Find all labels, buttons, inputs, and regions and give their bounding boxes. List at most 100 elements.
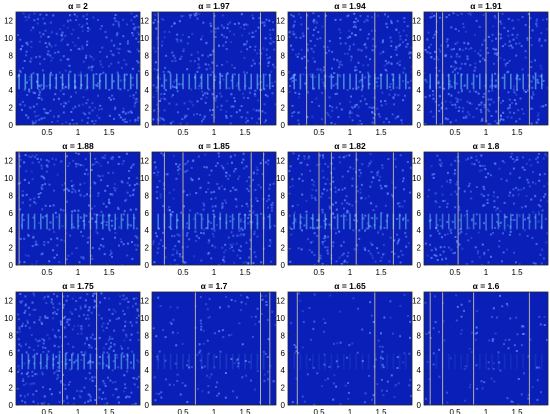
noise-cell xyxy=(23,384,25,386)
band-column xyxy=(262,73,265,90)
noise-cell xyxy=(206,374,209,377)
noise-cell xyxy=(538,315,541,318)
noise-cell xyxy=(108,198,110,201)
noise-cell xyxy=(158,242,161,245)
noise-cell xyxy=(500,178,503,180)
noise-cell xyxy=(324,236,327,239)
noise-cell xyxy=(313,60,316,63)
noise-cell xyxy=(163,119,165,122)
noise-cell xyxy=(62,383,65,386)
band-column xyxy=(355,73,357,90)
noise-cell xyxy=(430,249,433,252)
noise-cell xyxy=(450,232,453,234)
noise-cell xyxy=(514,159,517,162)
noise-cell xyxy=(319,37,322,40)
noise-cell xyxy=(19,71,22,73)
noise-cell xyxy=(309,73,312,76)
band-column xyxy=(123,73,126,90)
noise-cell xyxy=(409,56,411,59)
noise-cell xyxy=(50,71,52,74)
noise-cell xyxy=(174,59,177,62)
noise-cell xyxy=(236,365,239,368)
noise-cell xyxy=(80,230,82,233)
noise-cell xyxy=(38,91,41,93)
noise-cell xyxy=(377,77,380,80)
band-column xyxy=(330,353,333,370)
band-column xyxy=(46,353,48,370)
noise-cell xyxy=(102,202,105,205)
noise-cell xyxy=(111,381,114,384)
noise-cell xyxy=(86,173,89,176)
noise-cell xyxy=(116,356,119,359)
noise-cell xyxy=(493,52,496,55)
noise-cell xyxy=(229,122,232,125)
noise-cell xyxy=(370,106,373,109)
noise-cell xyxy=(244,213,247,216)
noise-cell xyxy=(295,36,298,39)
noise-cell xyxy=(356,190,359,193)
noise-cell xyxy=(518,42,521,45)
noise-cell xyxy=(124,112,127,115)
noise-cell xyxy=(526,37,529,40)
noise-cell xyxy=(539,199,542,202)
noise-cell xyxy=(78,394,81,397)
noise-cell xyxy=(530,122,533,125)
noise-cell xyxy=(61,184,64,187)
noise-cell xyxy=(346,202,349,205)
noise-cell xyxy=(491,33,494,36)
band-column xyxy=(120,213,123,230)
noise-cell xyxy=(242,158,245,161)
noise-cell xyxy=(23,60,26,62)
noise-cell xyxy=(84,351,87,354)
noise-cell xyxy=(365,46,368,49)
noise-cell xyxy=(52,293,55,295)
noise-cell xyxy=(502,99,504,102)
noise-cell xyxy=(55,335,58,338)
noise-cell xyxy=(228,174,231,177)
noise-cell xyxy=(40,117,43,120)
noise-cell xyxy=(535,158,538,161)
noise-cell xyxy=(332,398,335,401)
noise-cell xyxy=(328,40,331,43)
noise-cell xyxy=(56,369,59,372)
noise-cell xyxy=(507,17,510,20)
noise-cell xyxy=(52,358,55,361)
noise-cell xyxy=(125,297,128,300)
noise-cell xyxy=(328,196,331,199)
noise-cell xyxy=(28,106,31,109)
noise-cell xyxy=(518,233,521,236)
noise-cell xyxy=(311,197,314,199)
noise-cell xyxy=(236,234,239,237)
noise-cell xyxy=(66,402,69,405)
noise-cell xyxy=(267,163,270,166)
noise-cell xyxy=(21,67,24,70)
noise-cell xyxy=(130,12,133,15)
noise-cell xyxy=(50,238,53,241)
noise-cell xyxy=(512,88,515,91)
x-tick-label: 1 xyxy=(76,128,81,137)
noise-cell xyxy=(433,14,436,17)
noise-cell xyxy=(476,387,478,390)
noise-cell xyxy=(84,377,87,380)
noise-cell xyxy=(458,208,461,211)
noise-cell xyxy=(203,92,206,95)
noise-cell xyxy=(66,26,69,29)
noise-cell xyxy=(267,159,270,162)
noise-cell xyxy=(135,297,138,300)
noise-cell xyxy=(435,227,438,229)
noise-cell xyxy=(24,295,27,298)
noise-cell xyxy=(540,67,543,70)
noise-cell xyxy=(176,263,179,265)
noise-cell xyxy=(328,205,331,208)
noise-cell xyxy=(172,253,175,256)
noise-cell xyxy=(347,391,350,394)
noise-cell xyxy=(98,337,101,339)
noise-cell xyxy=(229,247,232,250)
noise-cell xyxy=(130,166,133,169)
noise-cell xyxy=(397,255,400,258)
x-tick-label: 1 xyxy=(76,268,81,277)
noise-cell xyxy=(230,358,233,361)
heatmap-background xyxy=(288,152,412,265)
noise-cell xyxy=(87,317,90,320)
noise-cell xyxy=(426,51,429,54)
